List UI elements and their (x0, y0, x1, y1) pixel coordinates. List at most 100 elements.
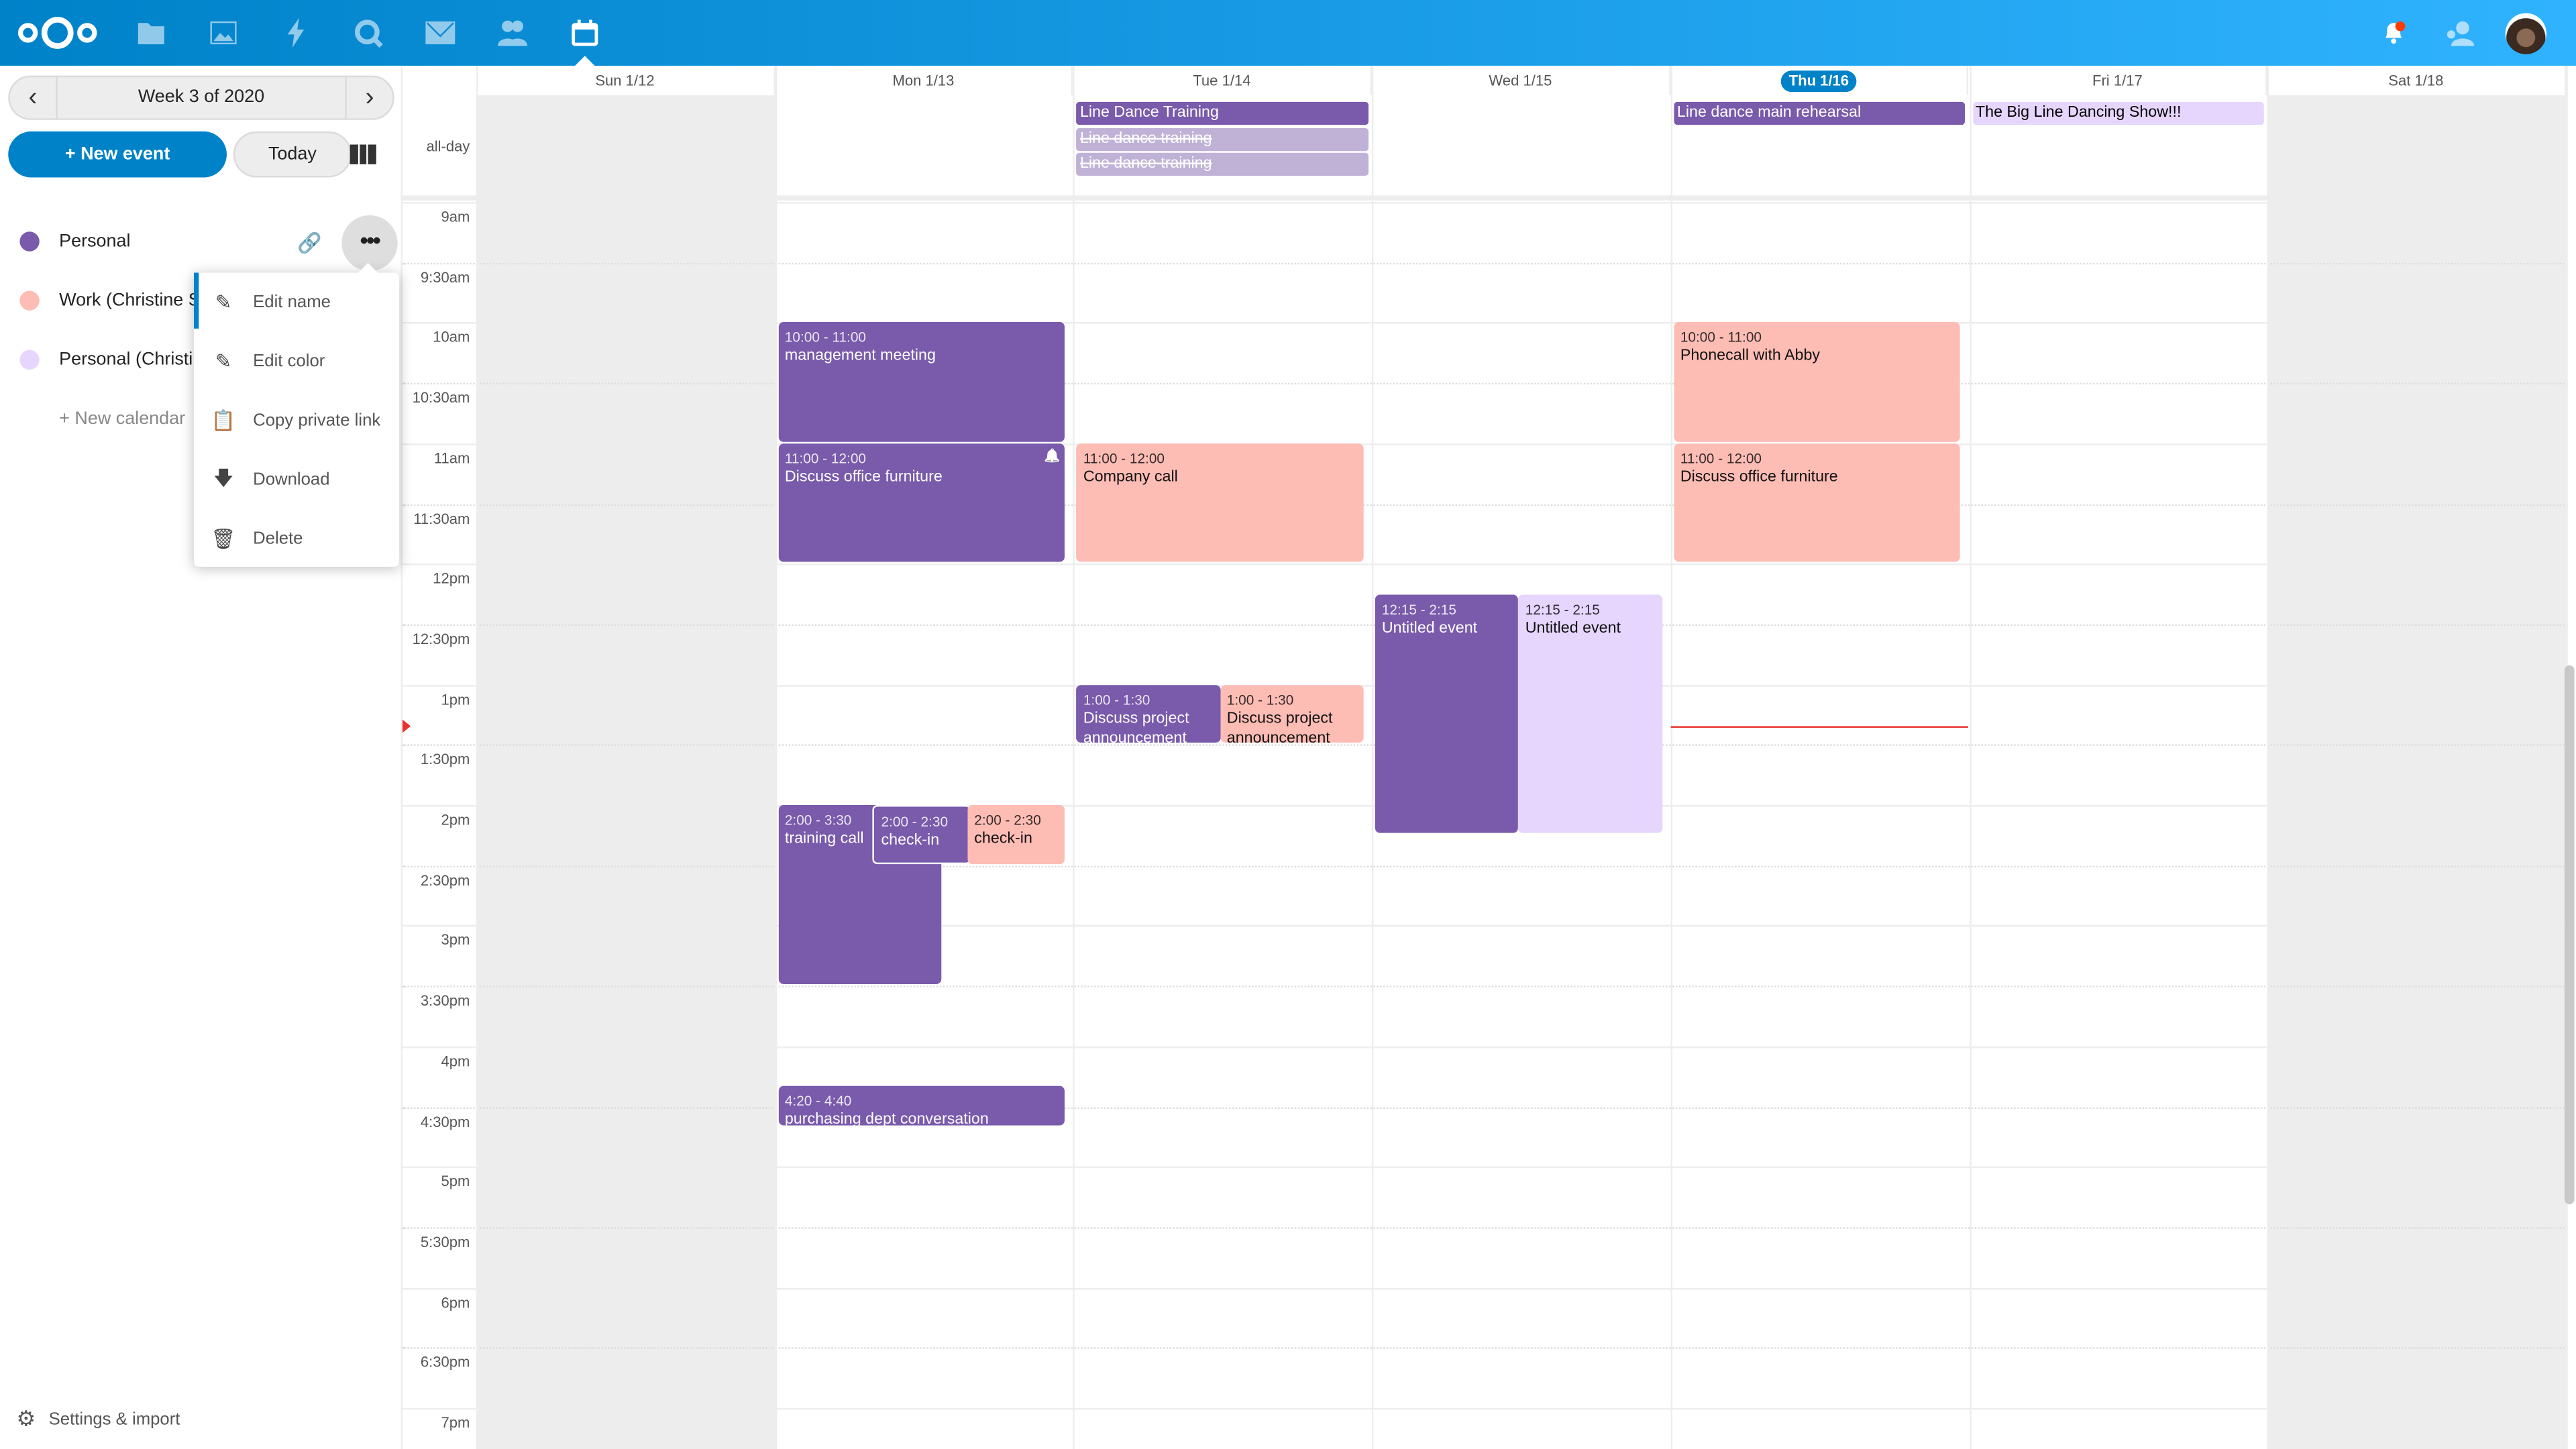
all-day-event[interactable]: Line dance main rehearsal (1674, 101, 1966, 125)
week-grid[interactable]: all-day 9am 9:30am 10am 10:30am 11am 11:30am 1… (402, 65, 2576, 1449)
event-title: Untitled event (1525, 619, 1621, 637)
event-time: 12:15 - 2:15 (1525, 600, 1600, 617)
day-header[interactable]: Mon 1/13 (775, 65, 1074, 96)
calendar-color-dot[interactable] (19, 231, 40, 252)
time-gridline (402, 443, 2565, 445)
event-block[interactable]: 11:00 - 12:00 Discuss office furniture 🔔 (778, 443, 1065, 563)
menu-item-download[interactable]: 🡇 Download (194, 450, 399, 509)
time-gridline (402, 382, 2565, 385)
settings-label: Settings & import (48, 1409, 180, 1430)
event-block[interactable]: 12:15 - 2:15 Untitled event (1518, 594, 1662, 834)
calendar-item-personal[interactable]: Personal (0, 225, 402, 258)
event-block[interactable]: 4:20 - 4:40 purchasing dept conversation (778, 1086, 1065, 1125)
next-week-button[interactable]: › (365, 83, 374, 111)
event-block[interactable]: 1:00 - 1:30 Discuss project announcement (1220, 684, 1364, 743)
contacts-menu-icon[interactable] (2443, 16, 2476, 49)
settings-button[interactable]: ⚙ Settings & import (16, 1406, 180, 1432)
time-label: 10:30am (412, 389, 470, 407)
time-label: 6:30pm (420, 1354, 470, 1371)
all-day-event[interactable]: Line dance training (1077, 127, 1369, 151)
menu-item-edit-color[interactable]: ✎ Edit color (194, 332, 399, 391)
contacts-icon[interactable] (496, 16, 529, 49)
time-gridline (402, 925, 2565, 928)
event-block[interactable]: 2:00 - 2:30 check-in (873, 805, 971, 864)
event-block[interactable]: 11:00 - 12:00 Company call (1077, 443, 1364, 563)
today-button[interactable]: Today (233, 131, 352, 178)
time-gridline (402, 322, 2565, 325)
talk-icon[interactable] (352, 16, 384, 49)
time-gridline (402, 1046, 2565, 1048)
bell-icon: 🔔 (1044, 448, 1061, 464)
activity-icon[interactable] (279, 16, 312, 49)
day-header[interactable]: Thu 1/16 (1670, 65, 1970, 96)
day-header[interactable]: Tue 1/14 (1073, 65, 1373, 96)
event-block[interactable]: 12:15 - 2:15 Untitled event (1375, 594, 1519, 834)
menu-item-edit-name[interactable]: ✎ Edit name (193, 272, 399, 332)
event-title: Untitled event (1381, 619, 1478, 637)
calendar-item-personal-shared[interactable]: Personal (Christine Schott) (0, 343, 402, 376)
event-time: 1:00 - 1:30 (1226, 691, 1294, 708)
calendar-name: Personal (59, 231, 131, 252)
photos-icon[interactable] (207, 16, 240, 49)
time-gridline (402, 503, 2565, 506)
week-label[interactable]: Week 3 of 2020 (56, 77, 347, 119)
notifications-icon[interactable] (2377, 16, 2410, 49)
day-divider (1670, 65, 1672, 1449)
files-icon[interactable] (135, 16, 168, 49)
view-switch-icon[interactable] (350, 144, 376, 164)
event-block[interactable]: 11:00 - 12:00 Discuss office furniture (1674, 443, 1961, 563)
pencil-icon: ✎ (215, 350, 232, 373)
calendar-name: Personal (Christine Schott) (59, 350, 194, 370)
share-link-icon[interactable]: 🔗 (297, 231, 322, 255)
time-label: 12pm (433, 570, 470, 587)
mail-icon[interactable] (424, 16, 457, 49)
event-title: training call (784, 829, 864, 848)
day-header[interactable]: Sun 1/12 (476, 65, 775, 96)
event-title: check-in (881, 831, 940, 850)
day-label: Wed 1/15 (1489, 72, 1552, 89)
event-block[interactable]: 10:00 - 11:00 management meeting (778, 322, 1065, 442)
event-time: 12:15 - 2:15 (1381, 600, 1456, 617)
menu-label: Download (253, 470, 330, 490)
calendar-color-dot[interactable] (19, 290, 40, 311)
day-header[interactable]: Fri 1/17 (1969, 65, 2268, 96)
menu-item-delete[interactable]: 🗑 Delete (194, 509, 399, 568)
all-day-label: all-day (426, 138, 470, 155)
time-gridline (402, 1407, 2565, 1410)
time-gridline (402, 262, 2565, 264)
new-calendar-button[interactable]: + New calendar (59, 409, 186, 429)
event-time: 1:00 - 1:30 (1083, 691, 1150, 708)
menu-item-copy-private-link[interactable]: 📋 Copy private link (194, 391, 399, 450)
day-header[interactable]: Wed 1/15 (1372, 65, 1671, 96)
time-label: 9am (441, 209, 470, 225)
all-day-event[interactable]: Line Dance Training (1077, 101, 1369, 125)
calendar-icon[interactable] (568, 16, 601, 49)
scrollbar[interactable] (2564, 665, 2575, 1205)
calendar-color-dot[interactable] (19, 350, 40, 370)
all-day-event[interactable]: Line dance training (1077, 152, 1369, 176)
event-block[interactable]: 10:00 - 11:00 Phonecall with Abby (1674, 322, 1961, 442)
event-title: Company call (1083, 468, 1178, 486)
calendar-item-work[interactable]: Work (Christine Schott) (0, 284, 402, 317)
day-header[interactable]: Sat 1/18 (2267, 65, 2567, 96)
all-day-event[interactable]: The Big Line Dancing Show!!! (1972, 101, 2265, 125)
time-gridline (402, 1106, 2565, 1108)
time-gridline (402, 1227, 2565, 1229)
download-icon: 🡇 (213, 466, 234, 489)
new-event-button[interactable]: + New event (8, 131, 227, 178)
event-block[interactable]: 1:00 - 1:30 Discuss project announcement (1077, 684, 1220, 743)
time-gridline (402, 1167, 2565, 1169)
trash-icon: 🗑 (211, 527, 236, 551)
day-label: Thu 1/16 (1780, 70, 1858, 93)
nextcloud-logo[interactable] (16, 15, 98, 59)
event-block[interactable]: 2:00 - 3:30 training call (778, 805, 942, 985)
calendar-actions-menu: ✎ Edit name ✎ Edit color 📋 Copy private lin… (193, 262, 400, 568)
time-label: 7pm (441, 1414, 470, 1432)
user-avatar[interactable] (2505, 13, 2546, 54)
week-picker: ‹ Week 3 of 2020 › (8, 75, 394, 120)
event-block[interactable]: 2:00 - 2:30 check-in (967, 805, 1065, 864)
more-actions-button[interactable]: ••• (341, 215, 398, 272)
time-label: 10am (433, 329, 470, 346)
time-label: 11am (433, 449, 470, 467)
previous-week-button[interactable]: ‹ (28, 83, 38, 111)
